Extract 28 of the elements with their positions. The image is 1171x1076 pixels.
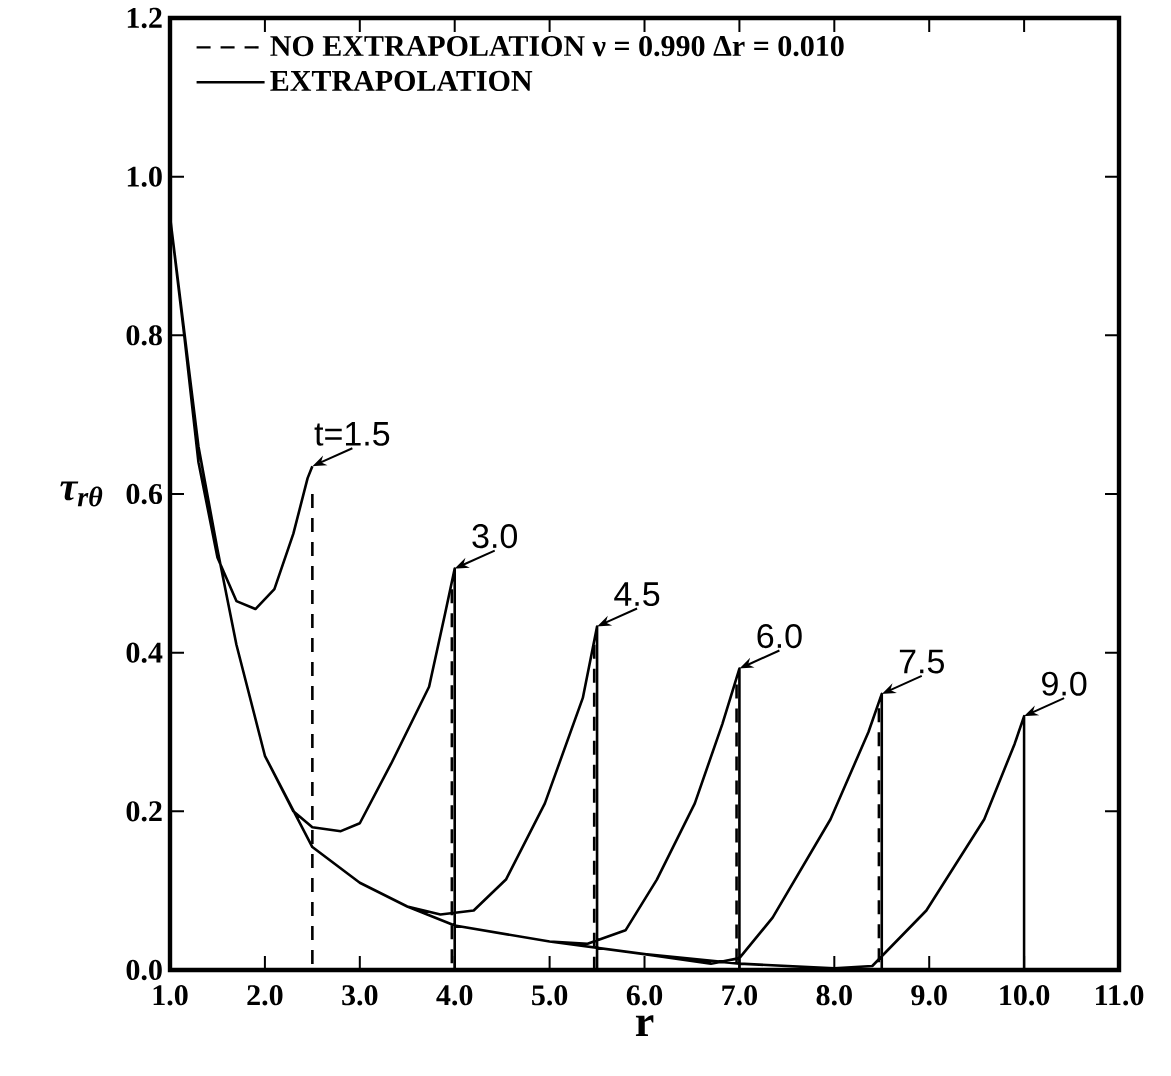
x-tick-label: 5.0 — [532, 985, 568, 1006]
annotation: 6.0 — [757, 624, 802, 649]
x-tick-label: 10.0 — [1000, 985, 1050, 1006]
legend-label: NO EXTRAPOLATION ν = 0.990 Δr = 0.010 — [270, 35, 844, 57]
x-tick-label: 6.0 — [626, 985, 663, 1006]
annotation: 3.0 — [472, 524, 518, 549]
annotation: 7.5 — [899, 649, 944, 674]
annotation: t=1.5 — [314, 422, 390, 446]
x-tick-label: 2.0 — [247, 985, 283, 1006]
x-tick-label: 1.0 — [153, 985, 188, 1006]
x-tick-label: 11.0 — [1096, 985, 1144, 1006]
x-tick-label: 8.0 — [816, 985, 852, 1006]
legend-label: EXTRAPOLATION — [270, 70, 533, 91]
y-tick-label: 1.0 — [127, 166, 162, 187]
y-tick-label: 1.2 — [127, 7, 162, 29]
annotation: 9.0 — [1042, 671, 1087, 696]
y-axis-title: τ$_{rθ}$ — [60, 481, 103, 507]
y-tick-label: 0.2 — [126, 801, 162, 822]
x-tick-label: 3.0 — [342, 985, 378, 1006]
x-tick-label: 9.0 — [911, 985, 947, 1006]
x-tick-label: 7.0 — [722, 985, 758, 1006]
y-tick-label: 0.0 — [126, 959, 162, 981]
x-axis-title: r — [635, 1015, 654, 1037]
y-tick-label: 0.6 — [126, 483, 163, 505]
y-tick-label: 0.4 — [126, 642, 163, 663]
y-tick-label: 0.8 — [126, 325, 162, 346]
x-tick-label: 4.0 — [436, 985, 473, 1006]
annotation: 4.5 — [614, 582, 660, 607]
